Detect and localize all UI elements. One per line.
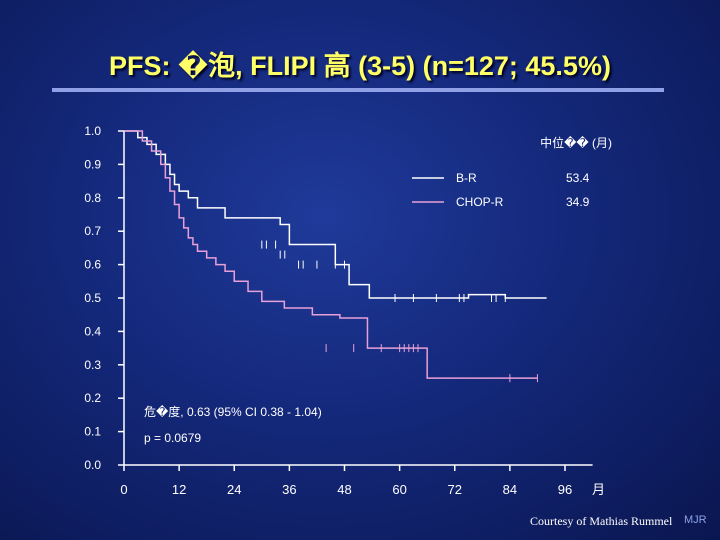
y-tick-label: 0.1	[84, 425, 101, 439]
chart-legend: 中位�� (月) B-R 53.4 CHOP-R 34.9	[412, 135, 612, 209]
x-tick-label: 96	[558, 482, 572, 497]
legend-label-br: B-R	[456, 171, 477, 185]
y-tick-label: 0.6	[84, 258, 101, 272]
hazard-ratio-annotation: 危�度, 0.63 (95% CI 0.38 - 1.04)	[144, 404, 322, 419]
y-tick-label: 0.0	[84, 458, 101, 472]
author-initials: MJR	[684, 514, 707, 526]
x-tick-label: 84	[503, 482, 517, 497]
km-curve-chopr	[124, 130, 538, 379]
y-tick-label: 0.3	[84, 358, 101, 372]
x-tick-label: 48	[337, 482, 351, 497]
x-tick-label: 36	[282, 482, 296, 497]
chart-series-layer	[124, 130, 547, 383]
y-tick-label: 0.8	[84, 191, 101, 205]
y-tick-label: 0.9	[84, 157, 101, 171]
legend-label-chopr: CHOP-R	[456, 195, 504, 209]
courtesy-credit: Courtesy of Mathias Rummel	[530, 514, 673, 528]
x-tick-label: 24	[227, 482, 241, 497]
y-tick-label: 0.4	[84, 324, 101, 338]
x-tick-label: 0	[120, 482, 127, 497]
x-tick-label: 60	[392, 482, 406, 497]
p-value-annotation: p = 0.0679	[144, 431, 201, 445]
legend-value-br: 53.4	[566, 171, 590, 185]
km-curve-br	[124, 130, 547, 299]
y-tick-label: 0.2	[84, 391, 101, 405]
slide-title: PFS: �泡, FLIPI 高 (3-5) (n=127; 45.5%)	[109, 51, 611, 81]
y-tick-label: 0.7	[84, 224, 101, 238]
y-tick-label: 0.5	[84, 291, 101, 305]
legend-value-chopr: 34.9	[566, 195, 590, 209]
y-tick-label: 1.0	[84, 124, 101, 138]
x-tick-label: 72	[448, 482, 462, 497]
chart-axes: 1.0 0.9 0.8 0.7 0.6 0.5 0.4 0.3 0.2 0.1 0.0 0 12 24 36…	[84, 124, 593, 497]
legend-header: 中位�� (月)	[540, 135, 612, 150]
x-axis-unit-label: 月	[592, 482, 605, 497]
x-tick-label: 12	[172, 482, 186, 497]
title-underline	[52, 88, 664, 92]
